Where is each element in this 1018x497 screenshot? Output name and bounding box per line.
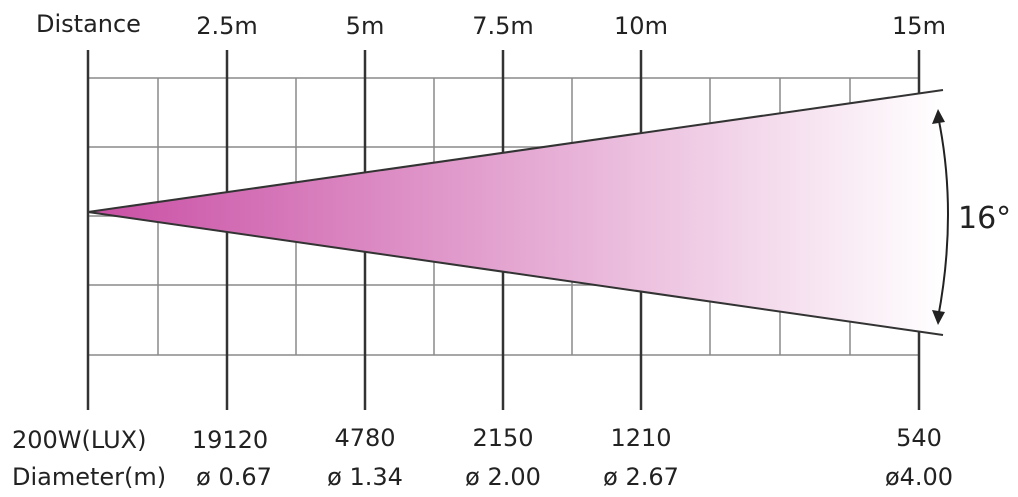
lux-value: 4780: [334, 424, 396, 452]
lux-label: 200W(LUX): [12, 426, 147, 454]
distance-mark: 10m: [614, 12, 668, 40]
distance-mark: 7.5m: [472, 12, 534, 40]
beam-cone: [88, 90, 943, 335]
diameter-value: ø4.00: [884, 463, 954, 491]
lux-value: 2150: [472, 424, 534, 452]
diameter-label: Diameter(m): [12, 463, 167, 491]
lux-value: 19120: [191, 426, 269, 454]
diameter-value: ø 2.00: [465, 463, 541, 491]
diameter-value: ø 0.67: [196, 463, 272, 491]
lux-value: 540: [896, 424, 942, 452]
diameter-value: ø 1.34: [327, 463, 403, 491]
angle-arc: [932, 109, 949, 325]
lux-value: 1210: [610, 424, 672, 452]
distance-mark: 2.5m: [196, 12, 258, 40]
beam-edge-bottom: [87, 211, 944, 336]
beam-edge-top: [87, 89, 944, 213]
distance-mark: 15m: [892, 12, 946, 40]
arrow-down-icon: [932, 310, 945, 325]
beam-angle-label: 16°: [958, 201, 1012, 236]
distance-mark: 5m: [345, 12, 385, 40]
distance-label: Distance: [36, 10, 141, 38]
diameter-value: ø 2.67: [603, 463, 679, 491]
arrow-up-icon: [932, 109, 945, 124]
